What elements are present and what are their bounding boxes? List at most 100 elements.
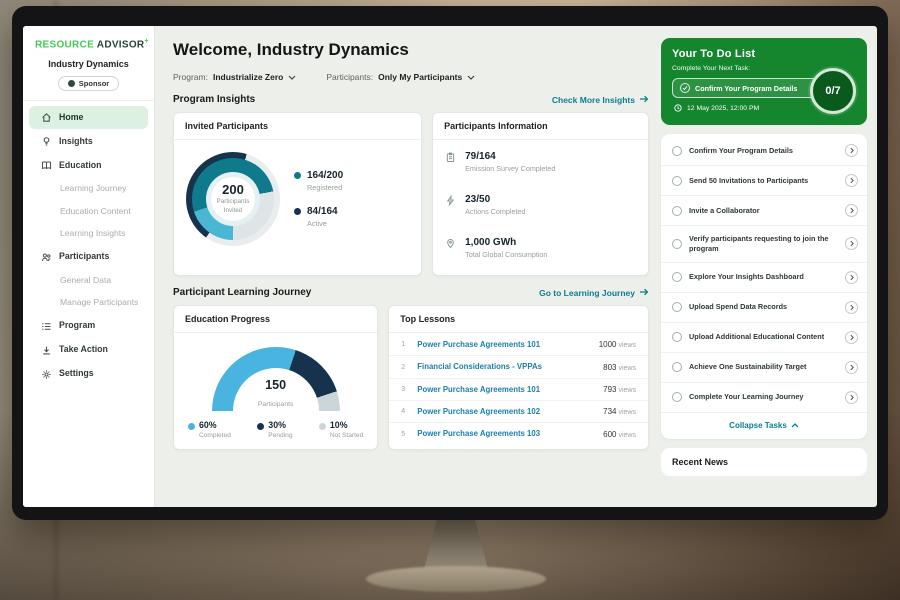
list-icon: [41, 321, 52, 332]
chevron-down-icon: [467, 75, 475, 80]
chevron-right-icon[interactable]: [845, 360, 858, 374]
task-checkbox[interactable]: [672, 362, 682, 373]
chevron-right-icon[interactable]: [845, 237, 858, 251]
todo-progress-badge: 0/7: [810, 68, 856, 114]
sidebar-item-insights[interactable]: Insights: [29, 130, 148, 153]
lesson-link[interactable]: Power Purchase Agreements 101: [417, 340, 541, 349]
todo-title: Your To Do List: [672, 48, 756, 60]
top-lessons-title: Top Lessons: [389, 306, 648, 333]
chevron-up-icon: [791, 421, 799, 430]
task-checkbox[interactable]: [672, 145, 682, 156]
people-icon: [41, 252, 52, 263]
chevron-right-icon[interactable]: [845, 330, 858, 344]
program-filter-label: Program:: [173, 72, 208, 82]
download-icon: [41, 345, 52, 356]
logo-plus: +: [144, 38, 149, 45]
donut-center-label: Participants Invited: [216, 198, 250, 214]
task-checkbox[interactable]: [672, 302, 682, 313]
next-task[interactable]: Confirm Your Program Details: [672, 78, 818, 98]
clipboard-icon: [445, 152, 456, 163]
go-to-learning-journey-link[interactable]: Go to Learning Journey: [539, 288, 649, 298]
lesson-row: 1 Power Purchase Agreements 101 1000 view…: [389, 334, 648, 357]
lesson-row: 3 Power Purchase Agreements 101 793 views: [389, 379, 648, 402]
program-filter-value: Industrialize Zero: [212, 72, 284, 82]
page-title: Welcome, Industry Dynamics: [173, 40, 409, 59]
sidebar-item-manage-participants[interactable]: Manage Participants: [60, 297, 139, 308]
section-title-program-insights: Program Insights: [173, 94, 256, 105]
legend-active: 84/164 Active: [294, 206, 343, 228]
task-item[interactable]: Verify participants requesting to join t…: [661, 226, 867, 263]
chevron-right-icon[interactable]: [845, 144, 858, 157]
filter-bar: Program: Industrialize Zero Participants…: [173, 72, 649, 82]
education-gauge-chart: 150 Participants: [211, 347, 340, 411]
task-item[interactable]: Achieve One Sustainability Target: [661, 353, 867, 383]
gauge-center-value: 150: [265, 378, 287, 393]
stat-actions-completed: 23/50 Actions Completed: [433, 186, 648, 229]
lesson-link[interactable]: Power Purchase Agreements 103: [417, 429, 541, 439]
task-item[interactable]: Upload Additional Educational Content: [661, 323, 867, 353]
invited-donut-chart: 200 Participants Invited: [186, 152, 280, 246]
task-item[interactable]: Confirm Your Program Details: [661, 136, 867, 166]
lesson-link[interactable]: Power Purchase Agreements 101: [417, 384, 541, 394]
sidebar-item-learning-insights[interactable]: Learning Insights: [60, 228, 126, 239]
sidebar-item-participants[interactable]: Participants: [29, 246, 148, 269]
program-filter[interactable]: Program: Industrialize Zero: [173, 72, 296, 82]
participants-filter-label: Participants:: [326, 72, 374, 82]
donut-center-value: 200: [222, 182, 244, 198]
task-checkbox[interactable]: [672, 332, 682, 343]
org-name: Industry Dynamics: [48, 59, 129, 70]
task-item[interactable]: Explore Your Insights Dashboard: [661, 263, 867, 293]
sidebar-item-take-action[interactable]: Take Action: [29, 339, 148, 362]
check-more-insights-link[interactable]: Check More Insights: [552, 95, 649, 105]
lesson-link[interactable]: Power Purchase Agreements 102: [417, 407, 541, 417]
sidebar-item-learning-journey[interactable]: Learning Journey: [60, 183, 127, 194]
todo-summary-card: Your To Do List Complete Your Next Task:…: [661, 38, 867, 125]
sidebar-item-program[interactable]: Program: [29, 315, 148, 338]
monitor-stand-base: [366, 566, 546, 592]
legend-dot-active: [294, 208, 301, 215]
sponsor-badge[interactable]: Sponsor: [57, 76, 120, 92]
arrow-right-icon: [639, 95, 649, 105]
chevron-right-icon[interactable]: [845, 300, 858, 314]
task-list-card: Confirm Your Program Details Send 50 Inv…: [661, 134, 867, 439]
chevron-right-icon[interactable]: [845, 174, 858, 187]
lesson-row: 2 Financial Considerations - VPPAs 803 vi…: [389, 356, 648, 379]
sidebar-nav: Home Insights Education Learning Journey: [23, 100, 154, 385]
task-checkbox[interactable]: [672, 238, 682, 249]
bolt-icon: [445, 195, 456, 206]
donut-legend: 164/200 Registered 84/164 Active: [294, 170, 343, 228]
lightbulb-icon: [41, 136, 52, 147]
education-card-title: Education Progress: [174, 306, 378, 333]
invited-participants-card: Invited Participants 200 Participants In…: [173, 112, 423, 276]
task-item[interactable]: Send 50 Invitations to Participants: [661, 166, 867, 196]
chevron-right-icon[interactable]: [845, 270, 858, 284]
book-icon: [41, 160, 52, 171]
participants-information-card: Participants Information 79/164 Emission…: [432, 112, 649, 276]
sidebar-item-general-data[interactable]: General Data: [60, 274, 112, 285]
task-item[interactable]: Complete Your Learning Journey: [661, 383, 867, 413]
chevron-right-icon[interactable]: [845, 390, 858, 404]
task-item[interactable]: Upload Spend Data Records: [661, 293, 867, 323]
monitor-frame: RESOURCE ADVISOR+ Industry Dynamics Spon…: [12, 6, 888, 520]
sidebar-item-home[interactable]: Home: [29, 106, 148, 130]
chevron-right-icon[interactable]: [845, 204, 858, 217]
info-card-title: Participants Information: [433, 113, 648, 140]
collapse-tasks-link[interactable]: Collapse Tasks: [661, 413, 867, 439]
invited-card-title: Invited Participants: [174, 113, 422, 140]
lesson-link[interactable]: Financial Considerations - VPPAs: [417, 362, 542, 372]
task-item[interactable]: Invite a Collaborator: [661, 196, 867, 226]
legend-completed: 60% Completed: [188, 420, 231, 439]
task-checkbox[interactable]: [672, 392, 682, 403]
dashboard-app: RESOURCE ADVISOR+ Industry Dynamics Spon…: [23, 26, 877, 507]
sidebar-item-settings[interactable]: Settings: [29, 363, 148, 386]
task-checkbox[interactable]: [672, 175, 682, 186]
sidebar: RESOURCE ADVISOR+ Industry Dynamics Spon…: [23, 26, 155, 507]
gauge-legend: 60% Completed 30% Pending 10% Not Starte…: [184, 420, 367, 439]
task-checkbox[interactable]: [672, 272, 682, 283]
next-task-time: 12 May 2025, 12:00 PM: [674, 104, 856, 112]
sidebar-item-education-content[interactable]: Education Content: [60, 205, 131, 216]
participants-filter[interactable]: Participants: Only My Participants: [326, 72, 475, 82]
sidebar-item-education[interactable]: Education: [29, 154, 148, 177]
task-checkbox[interactable]: [672, 205, 682, 216]
